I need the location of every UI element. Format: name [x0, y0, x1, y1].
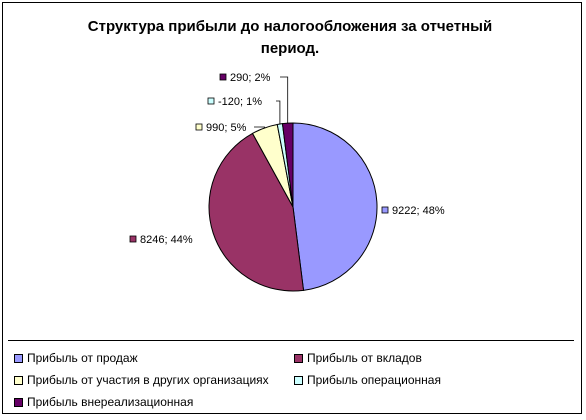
legend-swatch-sales: [14, 353, 23, 363]
legend-label-operational: Прибыль операционная: [307, 373, 441, 387]
data-label-deposits: 8246; 44%: [140, 234, 193, 246]
chart-title-line-2: период.: [260, 40, 320, 57]
legend-item-non-operating: Прибыль внереализационная: [14, 395, 193, 409]
legend-label-participation: Прибыль от участия в других организациях: [27, 373, 269, 387]
legend-item-deposits: Прибыль от вкладов: [294, 351, 422, 365]
leader-line-non-operating: [280, 76, 289, 124]
pie-slice-deposits: [208, 132, 305, 292]
data-label-non-operating: 290; 2%: [230, 72, 271, 84]
data-label-swatch-deposits: [129, 235, 137, 243]
data-label-swatch-non-operating: [219, 73, 227, 81]
data-label-swatch-operational: [207, 97, 215, 105]
legend-label-sales: Прибыль от продаж: [27, 351, 138, 365]
data-label-operational: -120; 1%: [218, 96, 262, 108]
legend: Прибыль от продаж Прибыль от вкладов При…: [8, 340, 574, 412]
chart-title: Структура прибыли до налогообложения за …: [40, 16, 540, 60]
legend-swatch-non-operating: [14, 397, 23, 407]
legend-swatch-operational: [294, 375, 303, 385]
chart-title-line-1: Структура прибыли до налогообложения за …: [87, 18, 493, 35]
legend-label-non-operating: Прибыль внереализационная: [27, 395, 194, 409]
legend-swatch-deposits: [294, 353, 303, 363]
data-label-swatch-participation: [195, 123, 203, 131]
leader-line-participation: [254, 126, 265, 128]
leader-line-operational: [276, 100, 281, 124]
data-label-swatch-sales: [381, 206, 389, 214]
legend-label-deposits: Прибыль от вкладов: [307, 351, 422, 365]
legend-swatch-participation: [14, 375, 23, 385]
data-label-sales: 9222; 48%: [392, 205, 445, 217]
pie-slice-sales: [292, 122, 378, 291]
legend-item-participation: Прибыль от участия в других организациях: [14, 373, 269, 387]
legend-item-sales: Прибыль от продаж: [14, 351, 138, 365]
data-label-participation: 990; 5%: [206, 122, 247, 134]
legend-item-operational: Прибыль операционная: [294, 373, 441, 387]
